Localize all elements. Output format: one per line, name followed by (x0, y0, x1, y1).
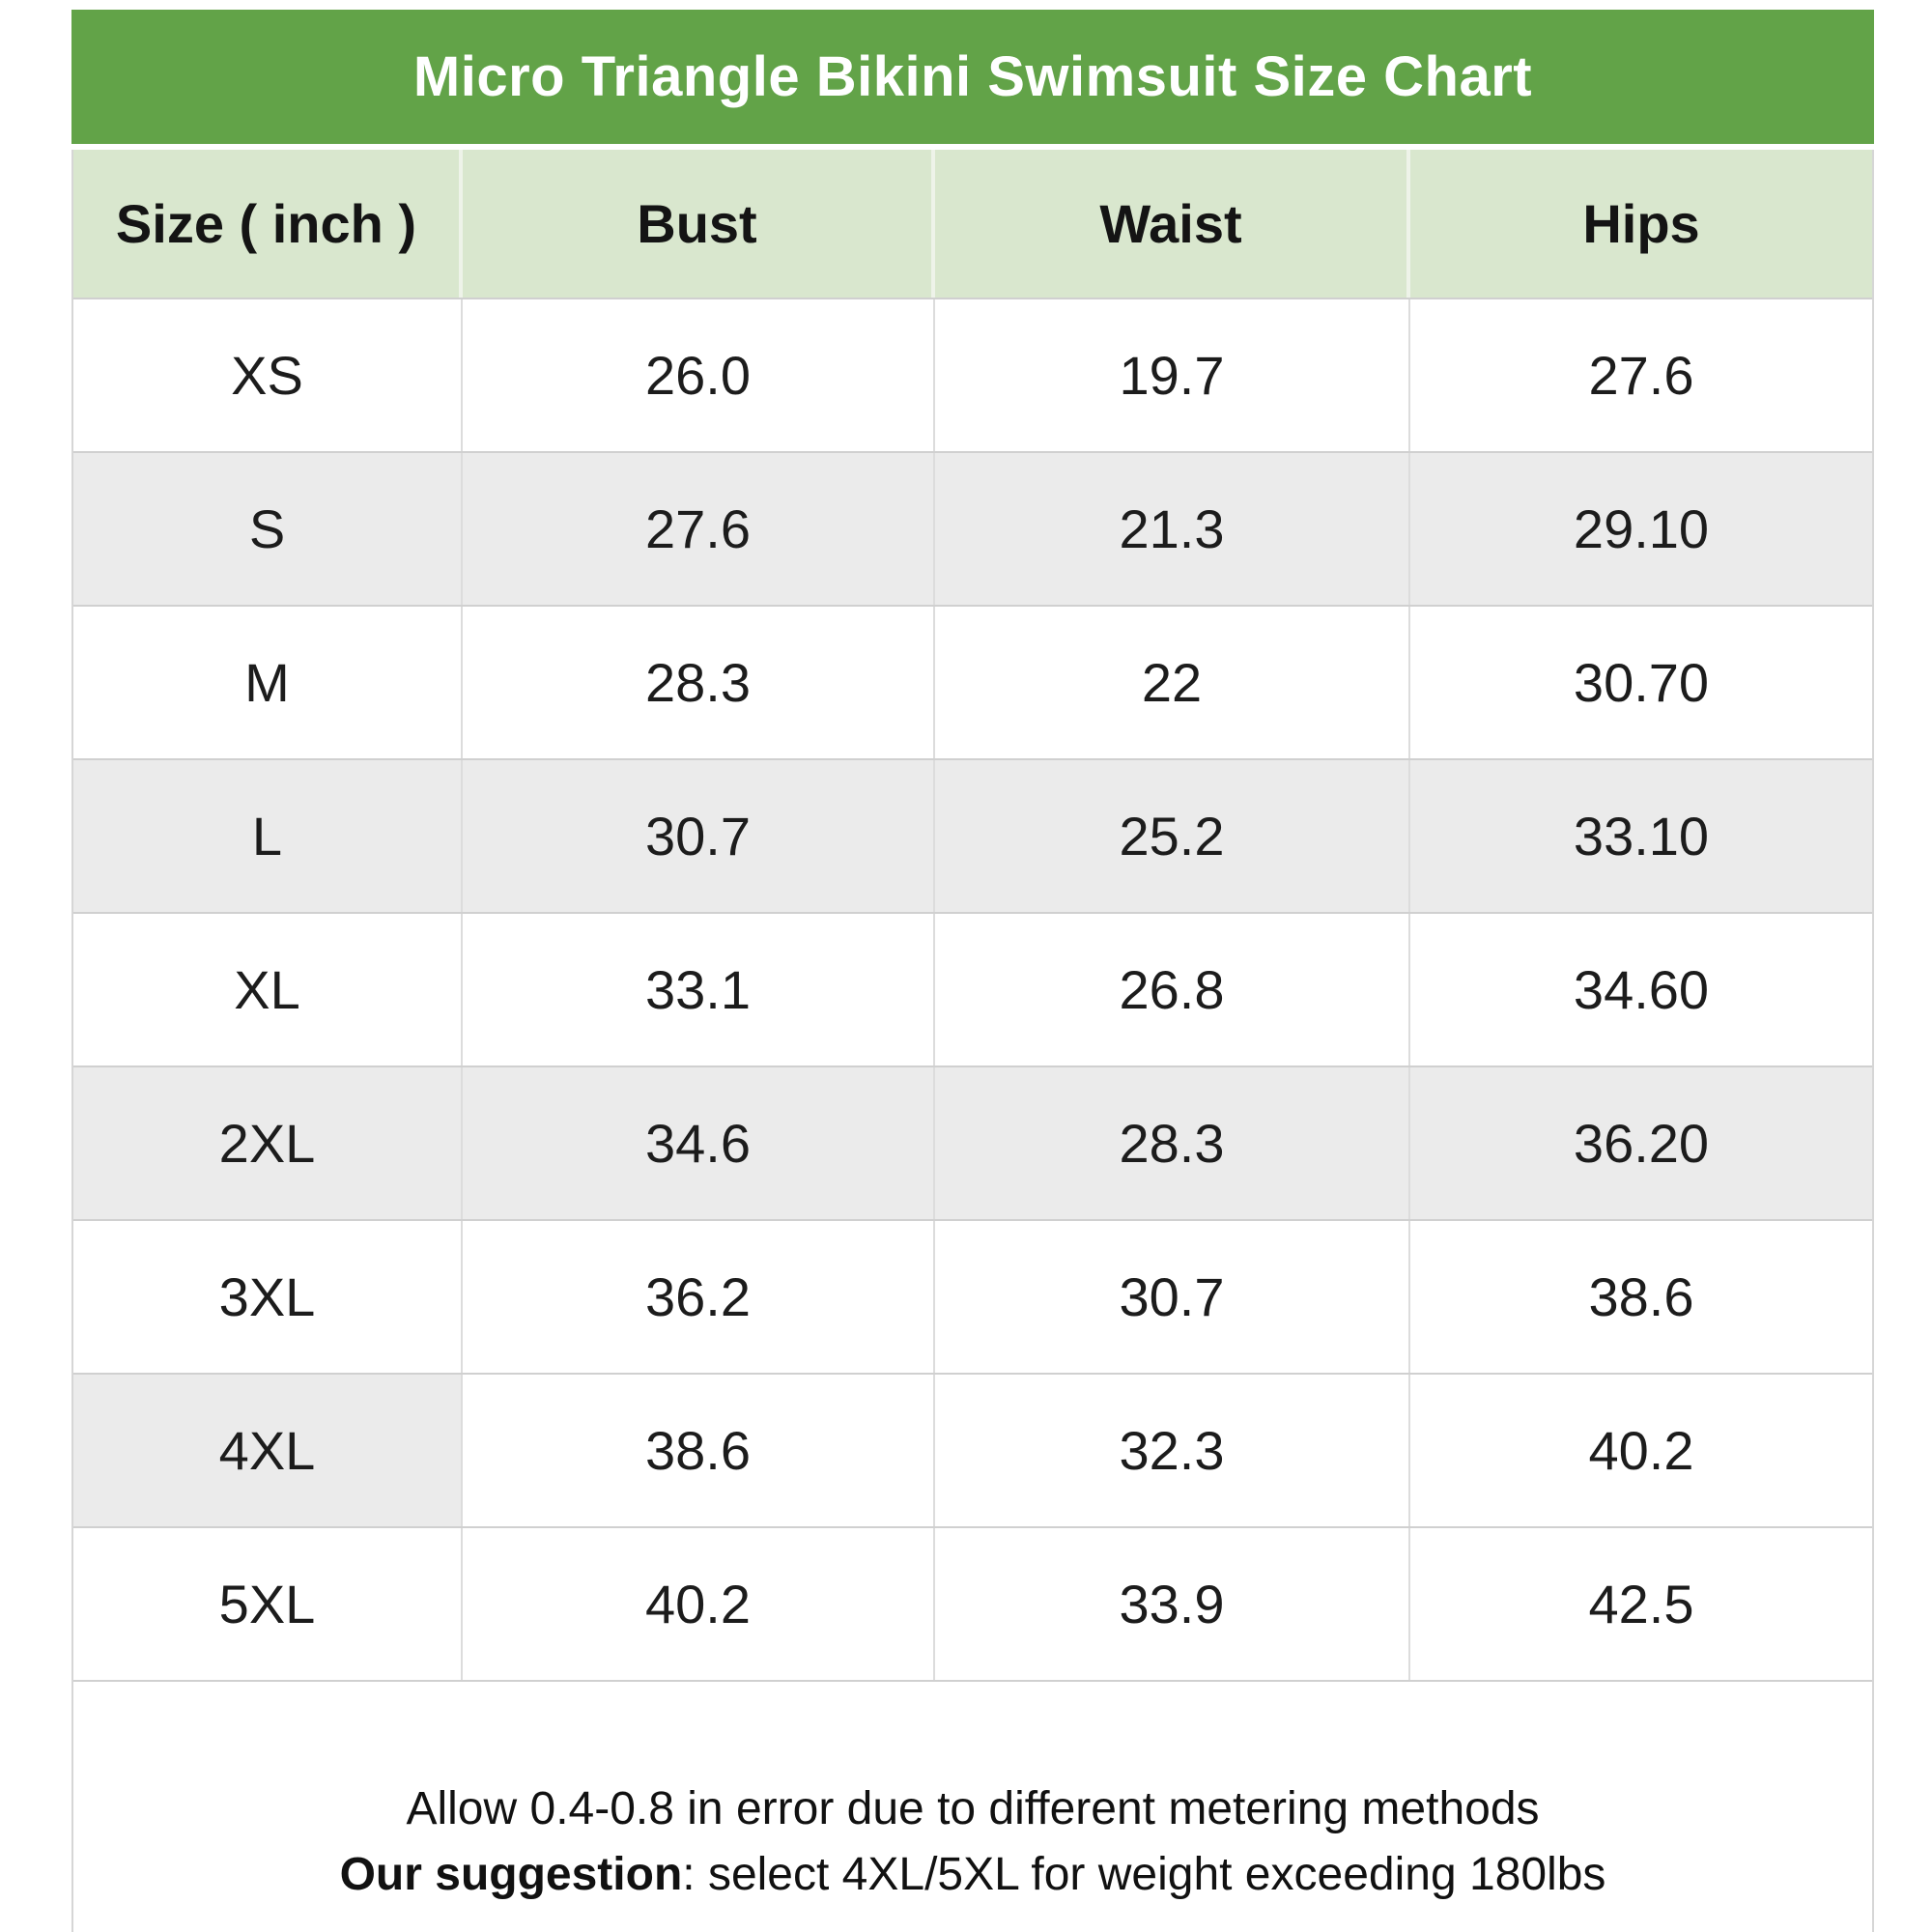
cell-size: 5XL (73, 1528, 463, 1680)
cell-bust: 34.6 (463, 1067, 935, 1219)
table-rows: XS 26.0 19.7 27.6 S 27.6 21.3 29.10 M 28.3 22 30.70… (73, 298, 1872, 1680)
title-header-gap (71, 144, 1874, 150)
note-error-tolerance: Allow 0.4-0.8 in error due to different … (406, 1783, 1540, 1834)
cell-size: XL (73, 914, 463, 1065)
cell-hips: 33.10 (1410, 760, 1872, 912)
cell-waist: 32.3 (935, 1375, 1410, 1526)
cell-bust: 36.2 (463, 1221, 935, 1373)
cell-waist: 30.7 (935, 1221, 1410, 1373)
note-suggestion-label: Our suggestion (339, 1849, 683, 1900)
table-row: 5XL 40.2 33.9 42.5 (73, 1526, 1872, 1680)
cell-hips: 29.10 (1410, 453, 1872, 605)
cell-hips: 40.2 (1588, 1420, 1694, 1481)
cell-waist: 28.3 (935, 1067, 1410, 1219)
cell-hips: 27.6 (1588, 345, 1694, 406)
cell-bust: 30.7 (463, 760, 935, 912)
chart-title-bar: Micro Triangle Bikini Swimsuit Size Char… (71, 10, 1874, 144)
cell-waist: 19.7 (935, 299, 1410, 451)
table-row: 2XL 34.6 28.3 36.20 (73, 1065, 1872, 1219)
cell-waist: 26.8 (935, 914, 1410, 1065)
cell-waist: 33.9 (935, 1528, 1410, 1680)
cell-size: 2XL (73, 1067, 463, 1219)
footer-notes: Allow 0.4-0.8 in error due to different … (73, 1680, 1872, 1932)
header-size: Size ( inch ) (73, 150, 463, 298)
cell-bust: 40.2 (463, 1528, 935, 1680)
chart-title: Micro Triangle Bikini Swimsuit Size Char… (412, 45, 1533, 108)
table-row: XL 33.1 26.8 34.60 (73, 912, 1872, 1065)
cell-waist: 22 (935, 607, 1410, 758)
cell-bust: 27.6 (463, 453, 935, 605)
note-suggestion-text: : select 4XL/5XL for weight exceeding 18… (682, 1849, 1606, 1900)
table-row: 3XL 36.2 30.7 38.6 (73, 1219, 1872, 1373)
cell-size: S (73, 453, 463, 605)
cell-size: 4XL (73, 1375, 463, 1526)
header-row: Size ( inch ) Bust Waist Hips (73, 150, 1872, 298)
cell-size: XS (73, 299, 463, 451)
cell-bust: 33.1 (463, 914, 935, 1065)
cell-size: 3XL (73, 1221, 463, 1373)
cell-waist: 25.2 (935, 760, 1410, 912)
note-suggestion: Our suggestion: select 4XL/5XL for weigh… (73, 1842, 1872, 1908)
cell-size: L (73, 760, 463, 912)
cell-size: M (73, 607, 463, 758)
header-hips: Hips (1582, 193, 1700, 254)
table-row: 4XL 38.6 32.3 40.2 (73, 1373, 1872, 1526)
table-row: L 30.7 25.2 33.10 (73, 758, 1872, 912)
table-row: S 27.6 21.3 29.10 (73, 451, 1872, 605)
header-bust: Bust (463, 150, 935, 298)
cell-bust: 38.6 (463, 1375, 935, 1526)
cell-hips: 38.6 (1588, 1266, 1694, 1327)
header-waist: Waist (935, 150, 1410, 298)
cell-bust: 26.0 (463, 299, 935, 451)
cell-hips: 36.20 (1410, 1067, 1872, 1219)
cell-hips: 34.60 (1573, 959, 1710, 1020)
cell-hips: 42.5 (1588, 1574, 1694, 1634)
table-row: XS 26.0 19.7 27.6 (73, 298, 1872, 451)
cell-bust: 28.3 (463, 607, 935, 758)
table-body: Size ( inch ) Bust Waist Hips XS 26.0 19.7… (71, 150, 1874, 1932)
size-chart-table: Micro Triangle Bikini Swimsuit Size Char… (71, 10, 1874, 1932)
table-row: M 28.3 22 30.70 (73, 605, 1872, 758)
cell-hips: 30.70 (1573, 652, 1710, 713)
cell-waist: 21.3 (935, 453, 1410, 605)
